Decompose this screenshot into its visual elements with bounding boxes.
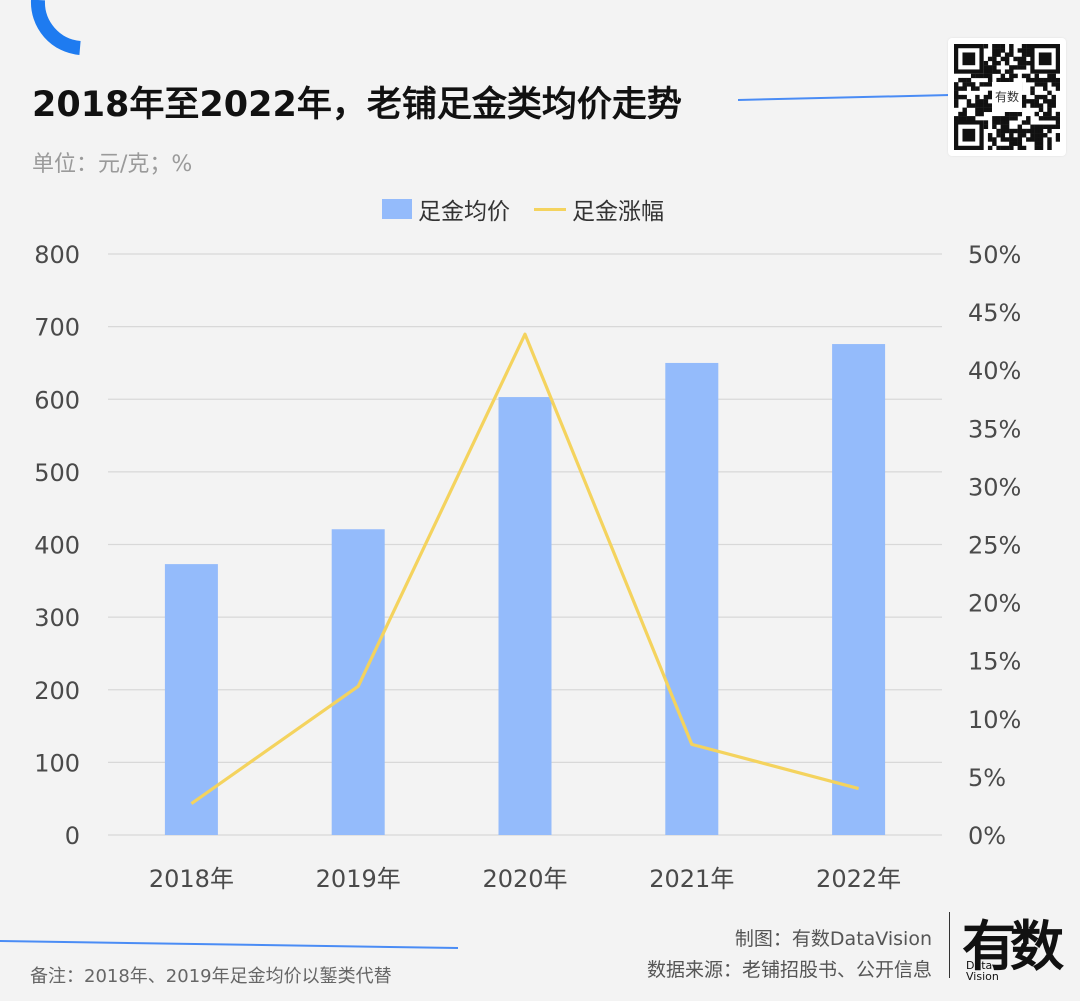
legend-line-label: 足金涨幅: [572, 199, 664, 225]
y-right-tick-label: 35%: [968, 415, 1021, 443]
y-right-tick-label: 40%: [968, 357, 1021, 385]
legend-bar-label: 足金均价: [418, 199, 510, 225]
qr-code: 有数: [948, 38, 1066, 156]
credits-divider: [949, 912, 950, 978]
bar: [832, 344, 886, 835]
legend: 足金均价 足金涨幅: [382, 192, 664, 226]
logo-subtext: Data Vision: [966, 959, 999, 983]
credit-made-by: 制图：有数DataVision: [734, 928, 932, 950]
unit-label: 单位：元/克；%: [32, 152, 193, 177]
corner-arc-decoration: [30, 0, 81, 55]
x-tick-label: 2020年: [482, 865, 567, 893]
y-left-tick-label: 400: [34, 532, 80, 560]
brand-logo: 有数 Data Vision: [962, 900, 1064, 990]
qr-badge: 有数: [992, 82, 1022, 112]
y-right-tick-label: 25%: [968, 532, 1021, 560]
y-left-tick-label: 700: [34, 314, 80, 342]
footer-line-decoration: [0, 940, 459, 949]
y-left-tick-label: 300: [34, 604, 80, 632]
y-right-tick-label: 5%: [968, 764, 1006, 792]
y-right-tick-label: 30%: [968, 473, 1021, 501]
bar: [331, 529, 385, 835]
bar: [665, 362, 719, 835]
series-line: [190, 332, 860, 805]
legend-bar-swatch: [382, 199, 412, 219]
y-right-tick-label: 10%: [968, 706, 1021, 734]
y-right-tick-label: 45%: [968, 299, 1021, 327]
y-left-tick-label: 800: [34, 241, 80, 269]
y-left-tick-label: 100: [34, 749, 80, 777]
footnote: 备注：2018年、2019年足金均价以錾类代替: [30, 966, 392, 987]
x-tick-label: 2022年: [816, 865, 901, 893]
x-tick-label: 2019年: [316, 865, 401, 893]
x-tick-label: 2018年: [149, 865, 234, 893]
legend-line-swatch: [534, 207, 566, 211]
y-right-tick-label: 0%: [968, 822, 1006, 850]
logo-mark: 有数: [962, 915, 1064, 978]
bar: [164, 564, 218, 835]
y-right-tick-label: 50%: [968, 241, 1021, 269]
chart-title: 2018年至2022年，老铺足金类均价走势: [32, 85, 682, 125]
credit-source: 数据来源：老铺招股书、公开信息: [646, 959, 932, 981]
bar: [498, 397, 552, 835]
y-right-tick-label: 20%: [968, 590, 1021, 618]
y-left-tick-label: 500: [34, 459, 80, 487]
y-left-tick-label: 0: [65, 822, 80, 850]
y-right-tick-label: 15%: [968, 648, 1021, 676]
x-tick-label: 2021年: [649, 865, 734, 893]
y-left-tick-label: 600: [34, 386, 80, 414]
title-underline-decoration: [738, 94, 951, 101]
y-left-tick-label: 200: [34, 677, 80, 705]
credits: 制图：有数DataVision 数据来源：老铺招股书、公开信息: [647, 924, 932, 986]
